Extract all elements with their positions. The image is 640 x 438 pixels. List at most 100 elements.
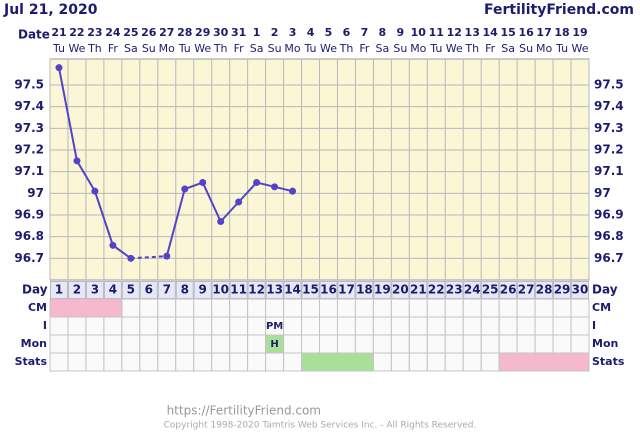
y-tick-label: 96.7 <box>14 251 44 265</box>
weekday-label: Mo <box>159 42 175 55</box>
row-cell <box>301 334 320 354</box>
date-label: 21 <box>51 26 66 39</box>
weekday-label: Sa <box>124 42 138 55</box>
row-cell <box>426 298 446 318</box>
day-number: 30 <box>572 283 589 297</box>
row-cell <box>211 298 231 318</box>
weekday-label: Sa <box>250 42 264 55</box>
row-cell <box>265 298 285 318</box>
date-label: 3 <box>289 26 297 39</box>
temperature-point <box>235 198 243 206</box>
row-label: I <box>43 319 47 332</box>
row-cell <box>372 334 392 354</box>
row-cell <box>103 334 123 354</box>
row-highlight <box>498 352 590 372</box>
row-cell <box>247 298 267 318</box>
y-tick-label: 97.1 <box>594 164 624 178</box>
temperature-point <box>217 218 225 225</box>
day-number: 28 <box>536 283 553 297</box>
row-cell <box>301 316 320 336</box>
weekday-label: Mo <box>536 42 552 55</box>
row-cell <box>85 334 105 354</box>
row-cell <box>193 298 213 318</box>
row-cell <box>319 298 338 318</box>
date-label: 18 <box>554 26 569 39</box>
date-label: 5 <box>325 26 333 39</box>
date-label: 24 <box>105 26 121 39</box>
y-tick-label: 96.9 <box>594 208 624 222</box>
row-cell <box>570 316 590 336</box>
row-cell <box>49 316 69 336</box>
y-tick-label: 96.7 <box>594 251 624 265</box>
row-cell <box>157 298 177 318</box>
row-cell <box>211 334 231 354</box>
row-cell <box>462 334 482 354</box>
temperature-point <box>163 252 171 260</box>
row-cell <box>444 298 464 318</box>
y-tick-label: 96.8 <box>14 229 44 243</box>
date-label: 19 <box>572 26 587 39</box>
day-number: 9 <box>199 283 207 297</box>
row-cell <box>67 316 87 336</box>
weekday-label: Fr <box>485 42 496 55</box>
row-cell <box>480 316 500 336</box>
row-cell <box>229 298 249 318</box>
row-label: Stats <box>15 355 48 368</box>
weekday-label: Tu <box>429 42 442 55</box>
row-cell <box>552 298 572 318</box>
y-tick-label: 97.3 <box>14 121 44 135</box>
day-number: 27 <box>518 283 535 297</box>
y-tick-label: 97.1 <box>14 164 44 178</box>
weekday-label: Fr <box>108 42 119 55</box>
temperature-point <box>127 254 135 262</box>
weekday-label: We <box>446 42 463 55</box>
row-cell <box>85 316 105 336</box>
row-cell <box>390 298 410 318</box>
row-cell <box>139 352 159 372</box>
row-cell <box>49 352 69 372</box>
date-label: 27 <box>159 26 174 39</box>
row-cell <box>85 352 105 372</box>
row-cell <box>211 352 231 372</box>
row-text: H <box>270 339 278 350</box>
y-tick-label: 97.4 <box>594 99 624 113</box>
weekday-label: Tu <box>178 42 191 55</box>
gap-connector <box>130 255 167 260</box>
row-highlight <box>301 352 374 372</box>
day-row-label: Day <box>592 283 618 297</box>
row-cell <box>372 316 392 336</box>
day-number: 20 <box>392 283 409 297</box>
day-number: 18 <box>356 283 373 297</box>
date-label: 9 <box>397 26 405 39</box>
row-cell <box>247 334 267 354</box>
day-number: 3 <box>91 283 99 297</box>
row-cell <box>139 334 159 354</box>
row-cell <box>336 316 356 336</box>
temperature-point <box>271 183 279 191</box>
row-cell <box>265 352 285 372</box>
row-highlight <box>49 298 123 318</box>
row-cell <box>121 298 141 318</box>
row-cell <box>498 334 518 354</box>
row-label: CM <box>28 301 47 314</box>
row-label: CM <box>592 301 611 314</box>
row-cell <box>408 334 428 354</box>
date-label: 23 <box>87 26 102 39</box>
date-label: 4 <box>307 26 315 39</box>
date-label: 11 <box>429 26 444 39</box>
row-cell <box>67 352 87 372</box>
row-cell <box>534 316 554 336</box>
y-tick-label: 96.9 <box>14 208 44 222</box>
date-label: 28 <box>177 26 192 39</box>
day-number: 14 <box>284 283 301 297</box>
row-cell <box>283 352 303 372</box>
row-cell <box>319 316 338 336</box>
row-label: Mon <box>21 337 47 350</box>
day-row-label: Day <box>22 283 48 297</box>
day-number: 4 <box>109 283 117 297</box>
y-tick-label: 97.3 <box>594 121 624 135</box>
day-number: 11 <box>230 283 247 297</box>
temperature-point <box>181 185 189 193</box>
weekday-label: We <box>320 42 337 55</box>
weekday-label: Th <box>464 42 479 55</box>
